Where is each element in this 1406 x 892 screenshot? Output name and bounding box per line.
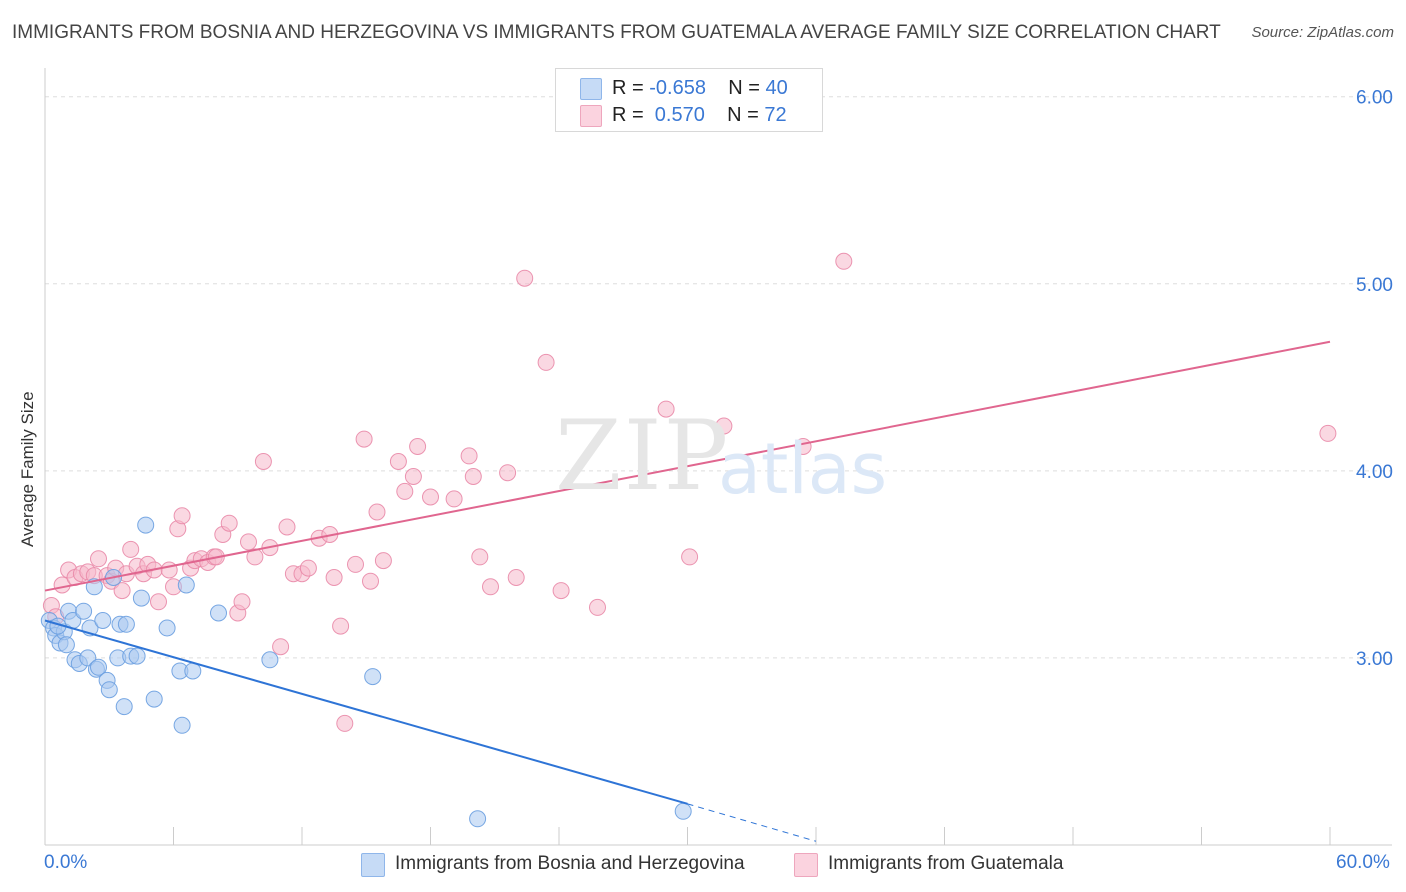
y-tick-label: 5.00 [1356,275,1393,296]
guatemala-point [681,548,699,566]
guatemala-point [246,548,264,566]
guatemala-point [657,400,675,418]
x-tick-label-max: 60.0% [1336,852,1390,873]
guatemala-point [516,269,534,287]
legend-swatch-bosnia [580,78,602,100]
bosnia-point [145,690,163,708]
y-axis-label: Average Family Size [18,391,37,547]
bottom-legend-swatch-bosnia [361,853,385,877]
bosnia-point [117,615,135,633]
bosnia-point [674,802,692,820]
guatemala-point [336,714,354,732]
y-tick-label: 3.00 [1356,649,1393,670]
bosnia-point [184,662,202,680]
bosnia-point [57,636,75,654]
guatemala-point [150,593,167,611]
legend-r-label: R = [612,104,650,126]
guatemala-point [368,503,386,521]
legend-row-bosnia: R = -0.658 N = 40 [580,75,788,101]
guatemala-point [835,252,853,270]
guatemala-point [272,638,290,656]
legend-n-value: 40 [765,77,788,99]
y-tick-label: 4.00 [1356,462,1393,483]
guatemala-point [507,569,525,586]
bosnia-point [94,612,112,629]
bosnia-point [132,589,150,607]
guatemala-point [113,582,131,600]
guatemala-point [1319,424,1337,442]
x-tick-label-min: 0.0% [44,852,88,873]
guatemala-point [325,569,343,586]
guatemala-point [715,417,733,435]
bosnia-point [128,647,146,665]
guatemala-point [471,548,489,566]
guatemala-point [499,464,517,482]
bosnia-point [469,810,487,828]
bosnia-point [137,516,155,534]
bottom-legend-swatch-guatemala [794,853,818,877]
guatemala-point [362,572,379,590]
guatemala-point [254,453,272,470]
guatemala-point [233,593,251,611]
bottom-legend-label-bosnia: Immigrants from Bosnia and Herzegovina [395,853,745,874]
bosnia-point [115,698,133,716]
legend-swatch-guatemala [580,105,602,127]
bosnia-trend-extension [687,803,817,842]
guatemala-point [396,482,414,500]
guatemala-point [220,514,238,532]
legend-r-value: 0.570 [649,104,705,126]
legend-n-label: N = [728,77,766,99]
bosnia-point [75,602,93,620]
guatemala-point [389,453,407,470]
bosnia-point [90,658,107,676]
legend-r-value: -0.658 [649,77,706,99]
chart-source: Source: ZipAtlas.com [1251,24,1394,41]
bosnia-point [261,651,279,669]
guatemala-point [552,582,570,600]
guatemala-point [537,353,555,371]
guatemala-point [278,518,296,536]
bosnia-point [100,681,118,699]
y-tick-label: 6.00 [1356,88,1393,109]
bosnia-point [210,604,227,622]
bosnia-trend-line [44,619,688,805]
guatemala-point [332,617,350,635]
bosnia-point [173,716,191,734]
guatemala-point [464,468,482,485]
chart-title: IMMIGRANTS FROM BOSNIA AND HERZEGOVINA V… [12,22,1221,43]
bosnia-point [158,619,176,637]
watermark-atlas: atlas [718,428,888,510]
legend-r-label: R = [612,77,650,99]
guatemala-point [299,559,317,577]
bosnia-point [79,649,97,667]
guatemala-point [355,430,373,448]
guatemala-point [422,488,439,506]
correlation-legend: R = -0.658 N = 40 R = 0.570 N = 72 [555,68,823,132]
legend-n-value: 72 [764,104,787,126]
bottom-legend-label-guatemala: Immigrants from Guatemala [828,853,1064,874]
guatemala-point [460,447,478,465]
watermark-zip: ZIP [555,400,731,512]
guatemala-point [160,561,178,579]
guatemala-point [409,438,427,455]
guatemala-point [173,507,191,525]
guatemala-point [90,550,107,568]
bosnia-point [364,668,382,686]
guatemala-point [122,540,140,558]
guatemala-point [347,555,364,573]
legend-row-guatemala: R = 0.570 N = 72 [580,102,787,128]
guatemala-point [445,490,463,508]
guatemala-point [482,578,499,596]
guatemala-point [404,468,422,485]
guatemala-trend-line [44,340,1331,592]
guatemala-point [374,552,392,570]
bosnia-point [177,576,195,594]
guatemala-point [589,598,606,616]
guatemala-point [240,533,257,551]
legend-n-label: N = [727,104,765,126]
